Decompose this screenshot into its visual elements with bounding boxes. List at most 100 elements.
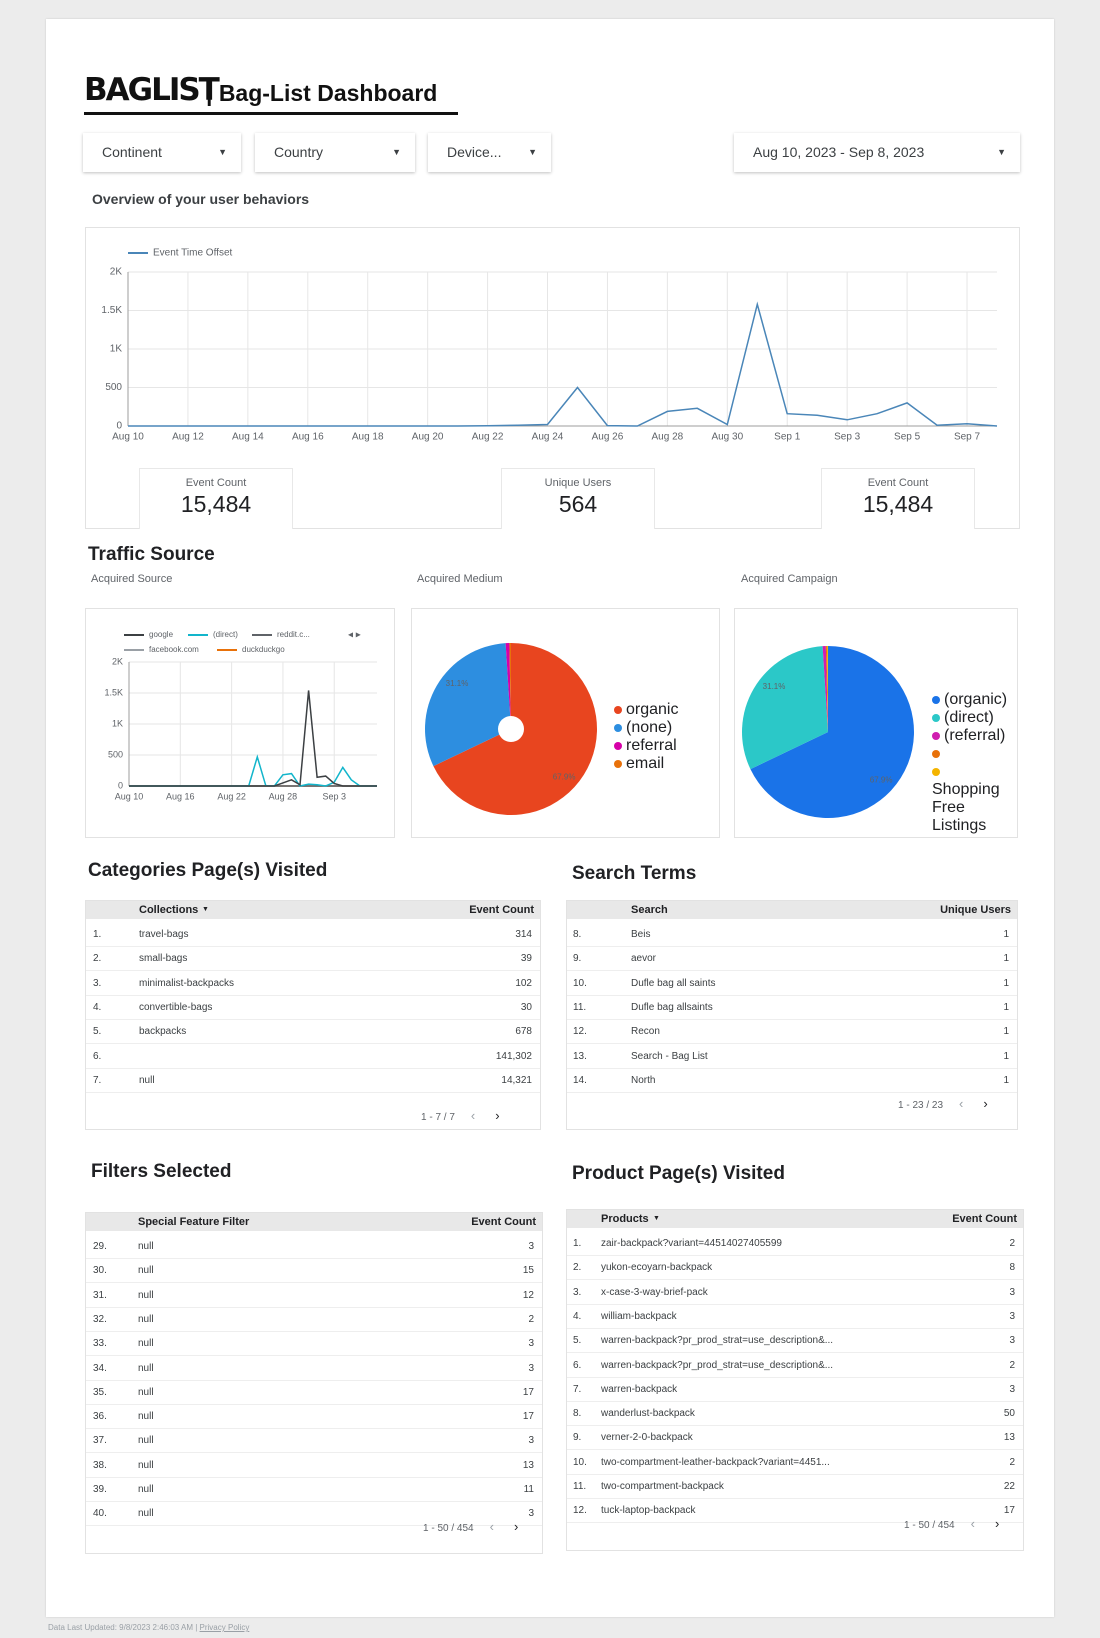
table-row: 29. null 3	[86, 1234, 542, 1259]
next-page[interactable]: ›	[983, 1096, 988, 1111]
x-tick-label: Aug 14	[232, 432, 264, 443]
row-label: null	[138, 1411, 154, 1423]
row-value: 1	[1003, 953, 1009, 965]
next-page[interactable]: ›	[513, 1519, 519, 1534]
scorecard-label: Event Count	[185, 477, 247, 489]
table-row: 10. Dufle bag all saints 1	[567, 971, 1017, 996]
filter-continent[interactable]: Continent ▼	[83, 133, 241, 172]
row-label: Beis	[631, 929, 651, 940]
next-page[interactable]: ›	[495, 1108, 500, 1123]
row-index: 7.	[573, 1383, 582, 1395]
title-underline	[84, 112, 458, 115]
column-header[interactable]: Products	[601, 1213, 649, 1225]
column-header[interactable]: Event Count	[952, 1213, 1017, 1225]
y-tick-label: 1.5K	[101, 305, 122, 316]
row-value: 30	[520, 1001, 532, 1013]
date-label: Aug 10, 2023 - Sep 8, 2023	[753, 144, 925, 160]
scorecard-value: 564	[558, 491, 598, 517]
pagination: 1 - 50 / 454 ‹ ›	[423, 1519, 518, 1534]
row-index: 6.	[573, 1359, 582, 1371]
prev-page[interactable]: ‹	[959, 1096, 964, 1111]
table-row: 12. Recon 1	[567, 1019, 1017, 1045]
slice-label: 67.9%	[553, 773, 576, 782]
legend-item: (organic)	[932, 691, 1010, 709]
x-tick-label: Aug 28	[652, 432, 684, 443]
date-range[interactable]: Aug 10, 2023 - Sep 8, 2023 ▼	[734, 133, 1020, 172]
row-label: yukon-ecoyarn-backpack	[601, 1262, 713, 1274]
row-label: x-case-3-way-brief-pack	[601, 1286, 708, 1298]
row-value: 678	[515, 1026, 532, 1038]
table-row: 4. william-backpack 3	[567, 1304, 1023, 1329]
next-page[interactable]: ›	[994, 1516, 1000, 1531]
y-tick-label: 1K	[110, 344, 123, 355]
scorecard-label: Event Count	[867, 477, 929, 489]
table-heading: Search Terms	[572, 863, 697, 884]
table-heading: Product Page(s) Visited	[572, 1163, 785, 1184]
row-index: 14.	[573, 1074, 587, 1086]
prev-page[interactable]: ‹	[489, 1519, 494, 1534]
row-value: 1	[1003, 977, 1009, 989]
y-tick-label: 1K	[112, 718, 123, 728]
legend-item: (referral)	[932, 727, 1010, 745]
row-index: 8.	[573, 1408, 582, 1420]
pie-chart: 67.9% 31.1%	[425, 643, 598, 815]
scorecard-label: Unique Users	[544, 477, 612, 489]
table-row: 40. null 3	[86, 1501, 542, 1527]
line-chart: 0 500 1K 1.5K 2K Aug 10 Aug 12 Aug 14 Aug 16 Aug …	[101, 248, 998, 443]
section-heading: Overview of your user behaviors	[92, 191, 310, 207]
page-range: 1 - 23 / 23	[898, 1100, 944, 1111]
row-index: 32.	[93, 1313, 107, 1325]
row-value: 314	[515, 929, 532, 940]
column-header[interactable]: Event Count	[471, 1216, 536, 1228]
privacy-link[interactable]: Privacy Policy	[199, 1623, 250, 1632]
column-header[interactable]: Search	[631, 904, 668, 916]
legend-label: (none)	[626, 719, 673, 736]
table-row: 10. two-compartment-leather-backpack?vari…	[567, 1450, 1023, 1475]
row-value: 2	[1009, 1238, 1015, 1249]
prev-page[interactable]: ‹	[470, 1108, 476, 1123]
footer: Data Last Updated: 9/8/2023 2:46:03 AM |…	[48, 1623, 250, 1632]
column-header[interactable]: Event Count	[469, 904, 534, 916]
row-index: 2.	[93, 953, 102, 965]
legend-label: Shopping Free Listings	[932, 781, 1000, 834]
column-header[interactable]: Collections	[139, 904, 199, 916]
row-label: travel-bags	[139, 929, 189, 940]
prev-page[interactable]: ‹	[970, 1516, 975, 1531]
table-row: 1. zair-backpack?variant=44514027405599 2	[567, 1231, 1023, 1256]
row-index: 8.	[573, 929, 582, 940]
legend-item: (direct)	[932, 709, 1010, 727]
scorecard-value: 15,484	[180, 491, 252, 517]
row-index: 3.	[573, 1286, 582, 1298]
table-row: 5. warren-backpack?pr_prod_strat=use_desc…	[567, 1328, 1023, 1354]
x-tick-label: Aug 22	[472, 432, 504, 443]
filter-label: Device...	[447, 144, 502, 160]
legend-swatch	[932, 732, 940, 740]
filter-device[interactable]: Device... ▼	[428, 133, 551, 172]
section-heading: Traffic Source	[88, 544, 215, 565]
row-index: 40.	[93, 1508, 107, 1520]
row-value: 2	[1009, 1456, 1015, 1468]
legend-item: (none)	[614, 719, 704, 737]
row-value: 102	[515, 977, 532, 989]
row-value: 141,302	[495, 1050, 532, 1062]
row-value: 3	[528, 1338, 534, 1350]
filter-country[interactable]: Country ▼	[255, 133, 415, 172]
row-index: 10.	[573, 977, 587, 989]
line-series	[128, 301, 998, 427]
row-index: 31.	[93, 1289, 107, 1301]
page-range: 1 - 50 / 454	[423, 1523, 474, 1534]
column-header[interactable]: Unique Users	[940, 904, 1011, 916]
table-row: 3. x-case-3-way-brief-pack 3	[567, 1280, 1023, 1305]
chart-panel: 67.9% 31.1% (organic) (direct) (referral) Sh…	[734, 608, 1018, 838]
table: Collections ▼ Event Count 1. travel-bags 314 2…	[85, 900, 541, 1130]
pie-chart: 67.9% 31.1%	[742, 646, 915, 818]
column-header[interactable]: Special Feature Filter	[138, 1216, 250, 1228]
row-label: convertible-bags	[139, 1001, 213, 1013]
pie-slice	[505, 643, 511, 729]
x-tick-label: Aug 16	[166, 791, 195, 801]
legend-item: organic	[614, 701, 704, 719]
row-index: 6.	[93, 1050, 102, 1062]
last-updated: Data Last Updated: 9/8/2023 2:46:03 AM	[48, 1623, 193, 1632]
sort-icon: ▼	[653, 1215, 660, 1222]
x-tick-label: Sep 3	[834, 432, 861, 443]
